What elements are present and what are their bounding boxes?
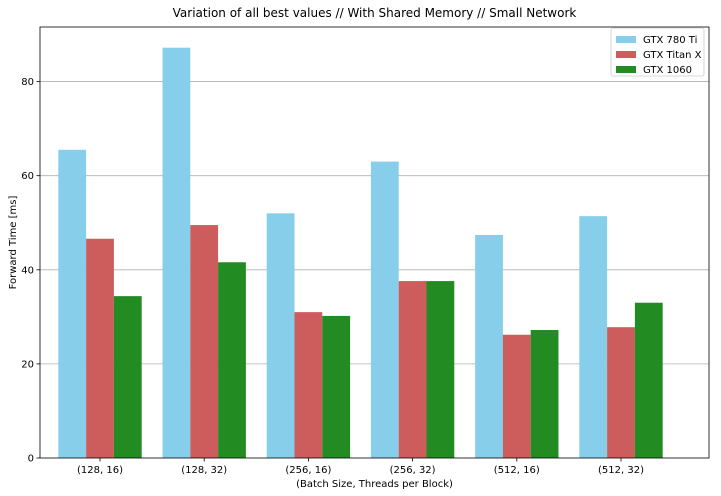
y-axis-title: Forward Time [ms] — [8, 196, 19, 290]
bar-gtx-780-ti-0 — [58, 149, 87, 458]
bar-gtx-1060-1 — [218, 262, 246, 458]
legend-label-2: GTX 1060 — [643, 65, 692, 76]
y-tick-label-0: 0 — [28, 454, 34, 465]
bar-gtx-titan-x-1 — [190, 225, 219, 458]
bars — [58, 47, 663, 458]
bar-gtx-780-ti-1 — [162, 47, 191, 458]
bar-gtx-1060-5 — [634, 302, 663, 458]
legend-swatch-2 — [616, 66, 636, 73]
legend: GTX 780 Ti GTX Titan X GTX 1060 — [610, 27, 705, 77]
y-tick-label-60: 60 — [21, 171, 34, 182]
plot-frame — [39, 26, 710, 459]
x-axis-title: (Batch Size, Threads per Block) — [296, 479, 453, 490]
bar-gtx-780-ti-5 — [579, 216, 608, 458]
x-tick-label-5: (512, 32) — [598, 465, 644, 476]
bar-gtx-1060-0 — [113, 296, 142, 458]
x-tick-label-2: (256, 16) — [285, 465, 331, 476]
bar-gtx-titan-x-5 — [607, 327, 635, 458]
bar-gtx-780-ti-2 — [266, 213, 295, 458]
bar-gtx-780-ti-3 — [370, 161, 399, 458]
y-tick-label-40: 40 — [21, 265, 34, 276]
x-tick-label-1: (128, 32) — [181, 465, 227, 476]
legend-label-0: GTX 780 Ti — [643, 35, 697, 46]
bar-gtx-titan-x-2 — [294, 312, 323, 458]
bar-gtx-1060-3 — [426, 281, 455, 458]
chart-title: Variation of all best values // With Sha… — [173, 6, 577, 20]
bar-gtx-780-ti-4 — [475, 234, 503, 458]
bar-gtx-titan-x-0 — [86, 238, 114, 458]
bar-gtx-titan-x-4 — [502, 334, 531, 458]
bar-gtx-titan-x-3 — [398, 281, 427, 458]
x-tick-label-4: (512, 16) — [494, 465, 540, 476]
legend-swatch-1 — [616, 51, 636, 58]
x-tick-label-0: (128, 16) — [77, 465, 123, 476]
y-tick-label-20: 20 — [21, 359, 34, 370]
legend-label-1: GTX Titan X — [643, 50, 702, 61]
y-tick-label-80: 80 — [21, 77, 34, 88]
y-axis-ticks: 0 20 40 60 80 — [21, 77, 40, 465]
bar-gtx-1060-4 — [530, 330, 559, 458]
bar-gtx-1060-2 — [322, 315, 351, 458]
x-tick-label-3: (256, 32) — [390, 465, 436, 476]
x-axis-ticks: (128, 16) (128, 32) (256, 16) (256, 32) (512… — [77, 458, 644, 476]
legend-swatch-0 — [616, 36, 636, 43]
